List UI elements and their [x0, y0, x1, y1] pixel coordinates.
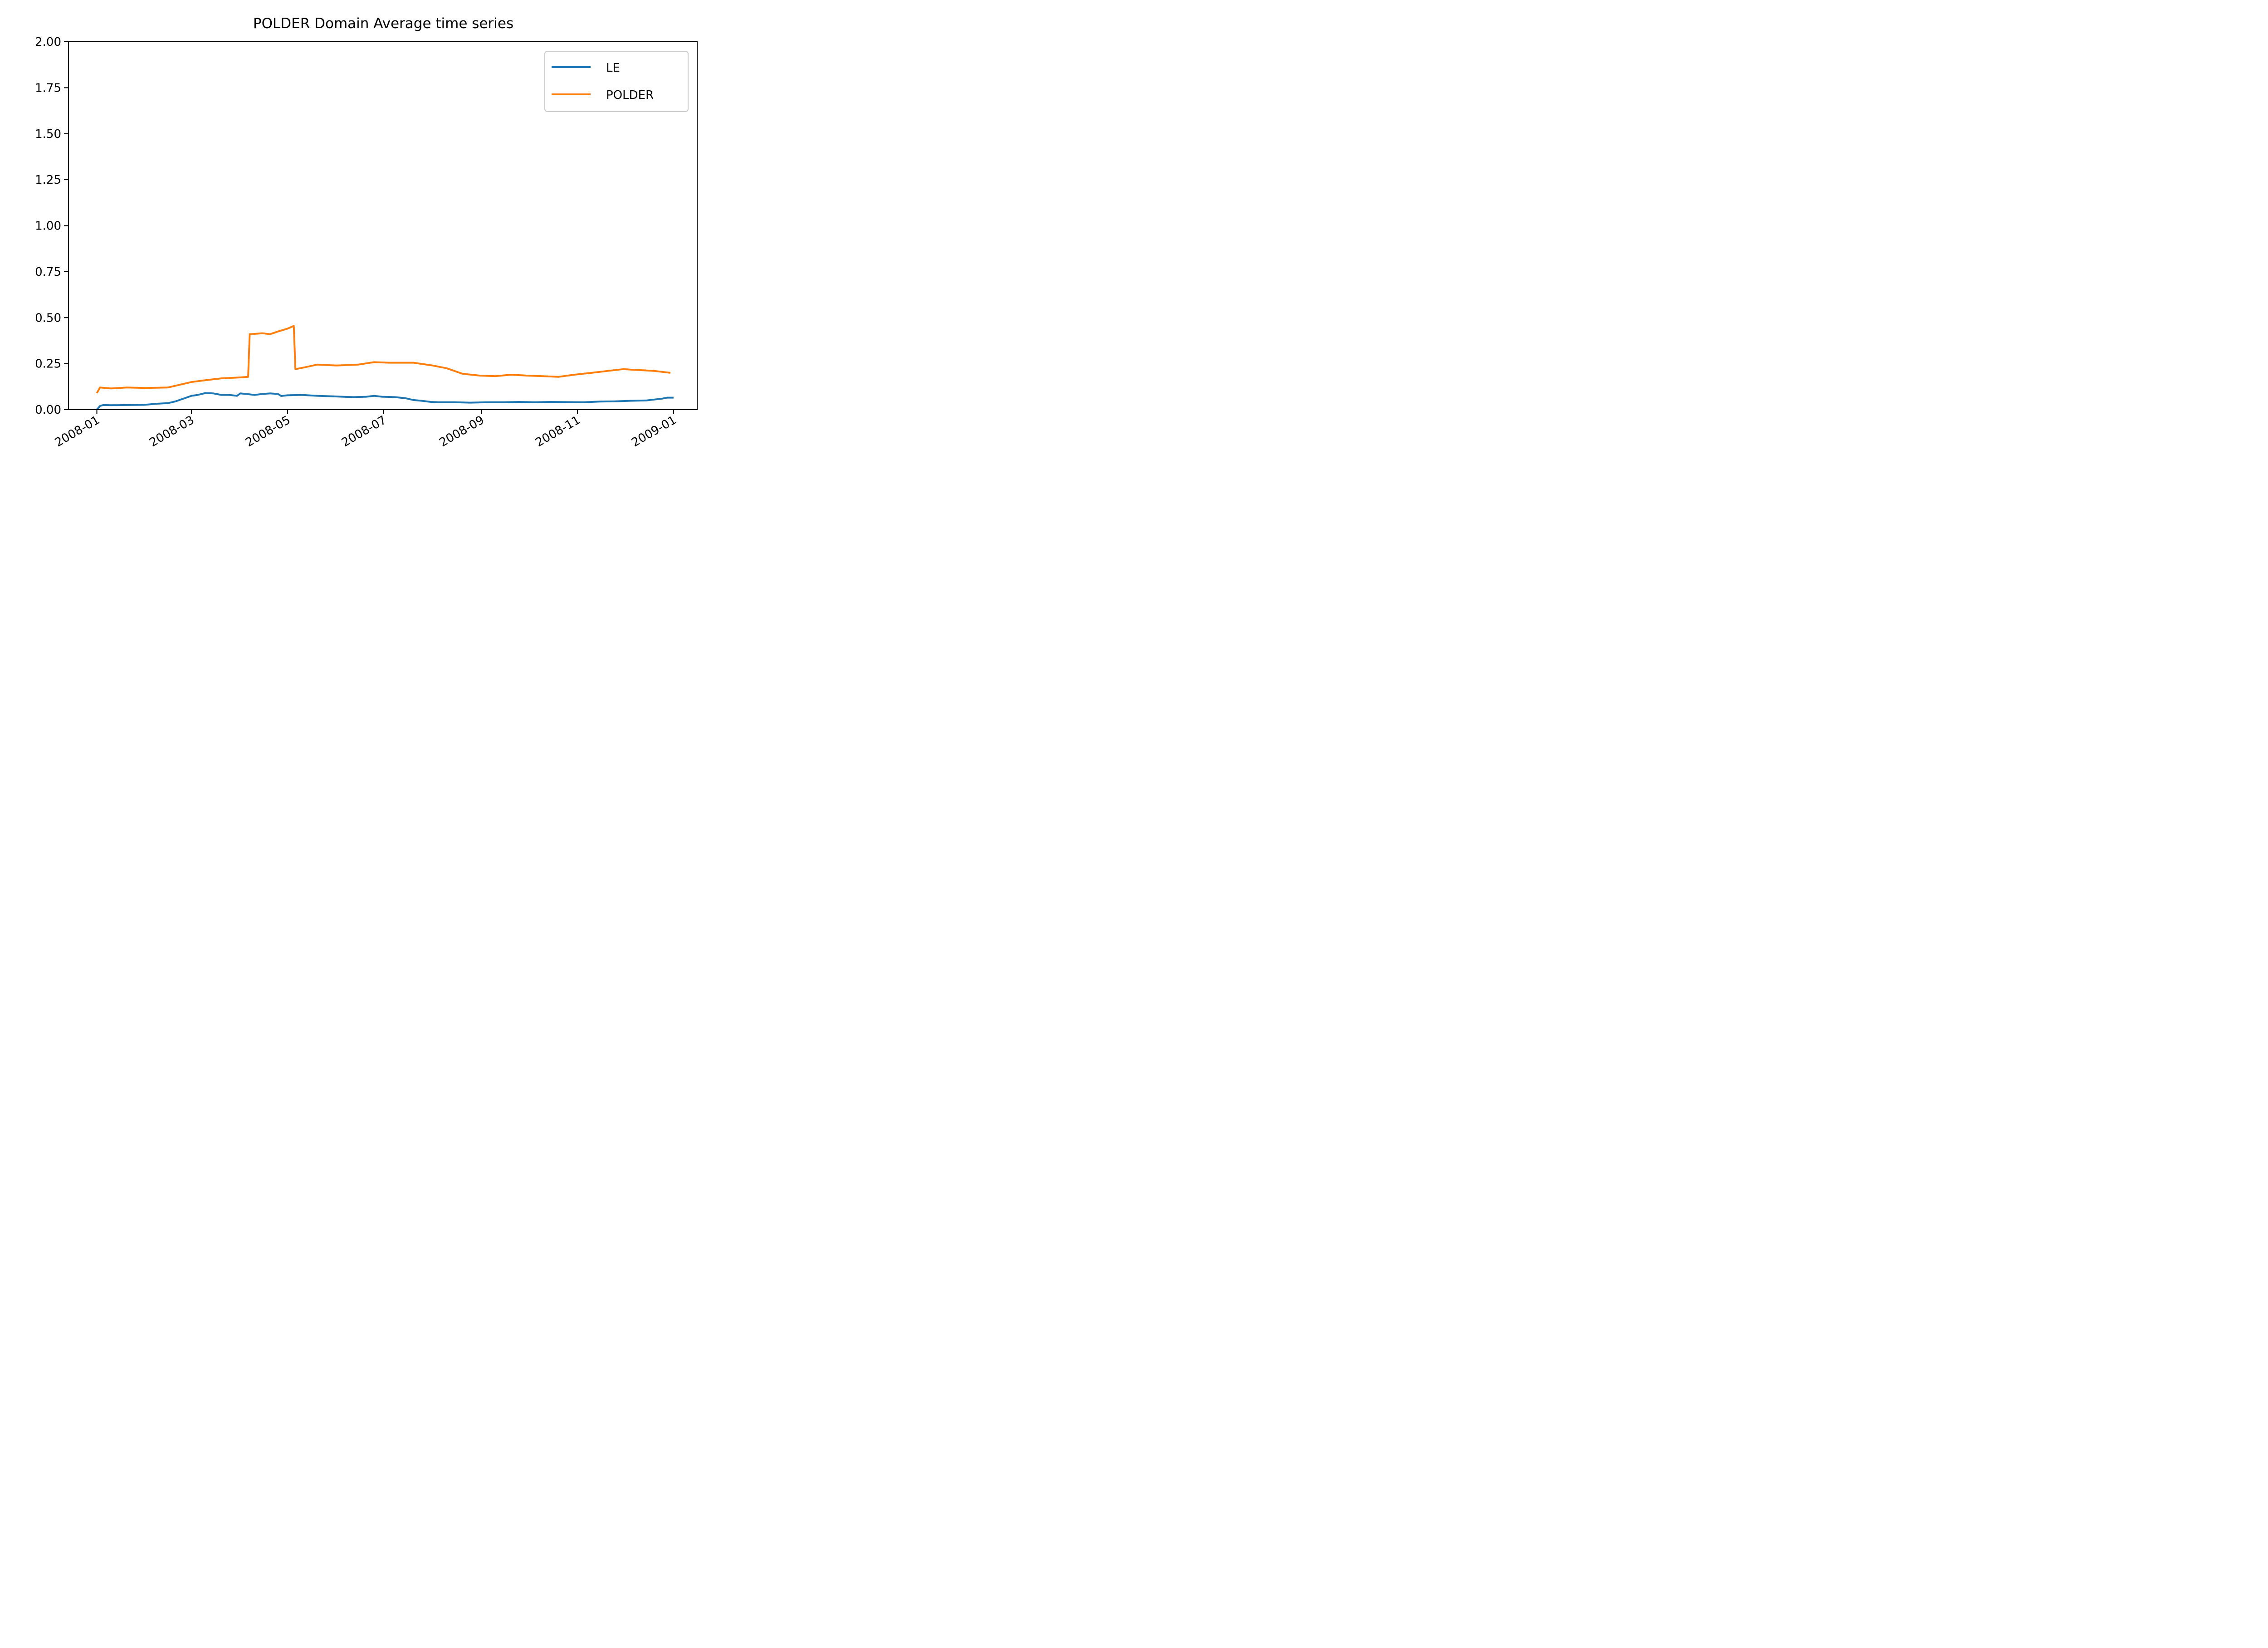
y-tick-label: 2.00 [35, 35, 61, 49]
series-line-le [96, 392, 674, 411]
plot-frame [68, 41, 698, 410]
y-tick-label: 1.00 [35, 220, 61, 233]
y-tick-label: 0.50 [35, 311, 61, 325]
series-layer [96, 325, 674, 411]
chart-title: POLDER Domain Average time series [253, 15, 513, 32]
y-tick-label: 1.50 [35, 127, 61, 141]
x-tick-label: 2008-11 [533, 413, 582, 450]
x-tick-label: 2008-07 [339, 413, 389, 450]
x-tick-label: 2008-09 [437, 413, 487, 450]
legend-label-le: LE [606, 61, 620, 75]
x-tick-label: 2008-05 [243, 413, 293, 450]
x-tick-label: 2009-01 [629, 413, 679, 450]
chart: POLDER Domain Average time series 2008-0… [35, 15, 698, 450]
series-line-polder [96, 325, 671, 394]
x-tick-label: 2008-03 [147, 413, 196, 450]
legend-label-polder: POLDER [606, 88, 654, 102]
y-tick-label: 1.75 [35, 81, 61, 95]
legend: LE POLDER [544, 51, 689, 112]
y-tick-label: 1.25 [35, 173, 61, 187]
y-tick-label: 0.00 [35, 403, 61, 417]
x-tick-label: 2008-01 [53, 413, 102, 450]
y-tick-label: 0.25 [35, 357, 61, 371]
y-tick-label: 0.75 [35, 265, 61, 279]
legend-box [544, 51, 689, 112]
